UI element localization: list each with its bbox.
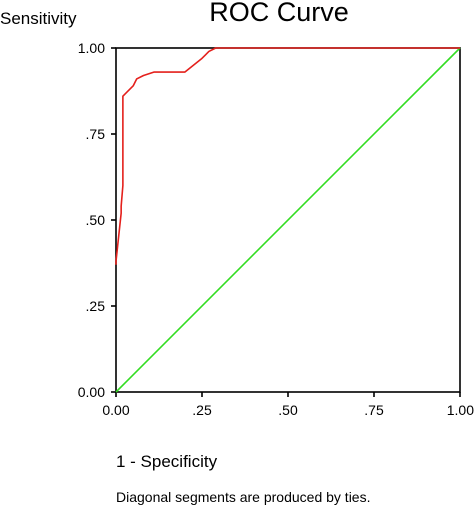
x-tick-label: .25 bbox=[192, 402, 212, 418]
x-tick-label: 1.00 bbox=[447, 402, 474, 418]
y-tick-label: 1.00 bbox=[78, 40, 105, 56]
y-tick-label: .75 bbox=[86, 126, 106, 142]
reference-diagonal-line bbox=[115, 47, 461, 393]
y-tick-label: .50 bbox=[86, 212, 106, 228]
roc-curve-line bbox=[115, 47, 460, 265]
x-axis-ticks: 0.00 .25 .50 .75 1.00 bbox=[102, 392, 474, 418]
y-tick-label: .25 bbox=[86, 298, 106, 314]
y-tick-label: 0.00 bbox=[78, 384, 105, 400]
series-layer bbox=[115, 47, 461, 393]
x-tick-label: .50 bbox=[278, 402, 298, 418]
chart-title: ROC Curve bbox=[209, 0, 349, 27]
ties-note: Diagonal segments are produced by ties. bbox=[116, 489, 370, 505]
x-axis-label: 1 - Specificity bbox=[116, 452, 218, 471]
y-axis-label: Sensitivity bbox=[0, 9, 77, 28]
x-tick-label: 0.00 bbox=[102, 402, 129, 418]
x-tick-label: .75 bbox=[364, 402, 384, 418]
y-axis-ticks: 0.00 .25 .50 .75 1.00 bbox=[78, 40, 116, 400]
